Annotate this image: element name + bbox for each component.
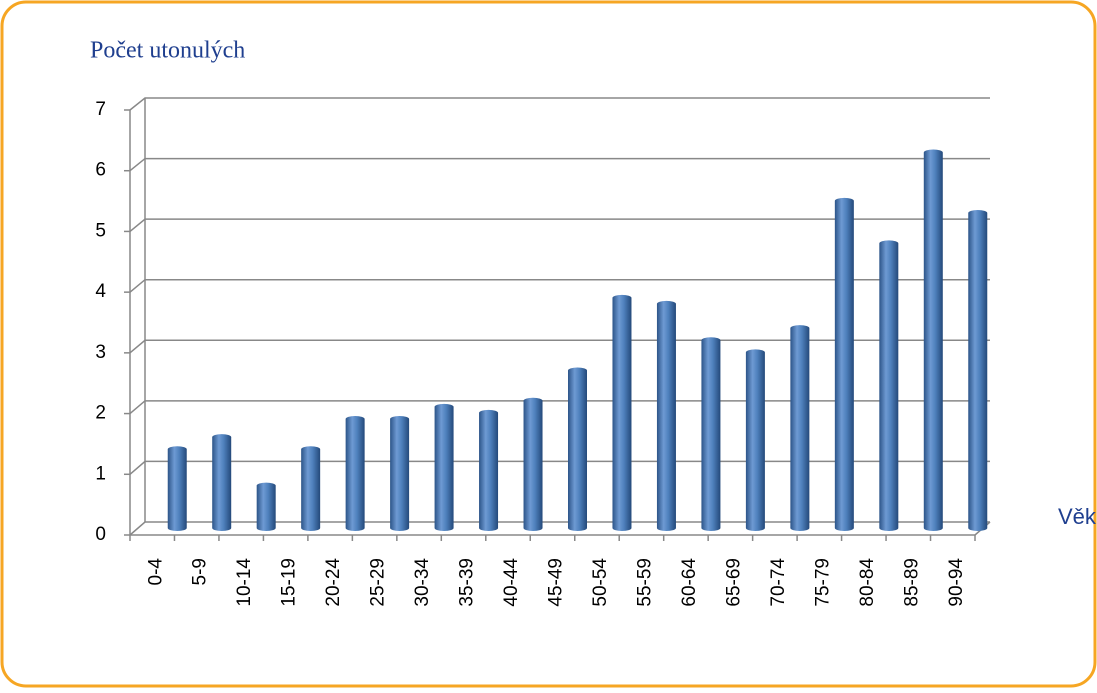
x-tick-label: 60-64	[679, 558, 700, 607]
bar	[790, 325, 810, 531]
y-tick-label: 3	[95, 342, 106, 363]
x-tick-label: 10-14	[234, 558, 255, 607]
x-tick-label: 55-59	[634, 558, 655, 607]
x-tick-label: 5-9	[190, 558, 211, 585]
y-tick-label: 1	[95, 463, 106, 484]
grid-line	[129, 157, 990, 172]
x-tick-label: 85-89	[901, 558, 922, 607]
bar	[968, 210, 988, 531]
bar	[301, 446, 321, 531]
x-axis-title: Věk	[1058, 504, 1097, 529]
bar	[390, 415, 410, 531]
y-tick-label: 5	[95, 220, 106, 241]
chart-title: Počet utonulých	[90, 38, 245, 64]
y-tick-label: 4	[95, 281, 106, 302]
bar	[434, 403, 454, 531]
x-tick-label: 45-49	[546, 558, 567, 607]
y-tick-label: 0	[95, 524, 106, 545]
bar	[523, 397, 543, 531]
x-tick-label: 40-44	[501, 558, 522, 607]
x-tick-label: 35-39	[457, 558, 478, 607]
bar	[568, 367, 587, 531]
x-tick-label: 65-69	[723, 558, 744, 607]
bar	[656, 300, 676, 531]
bar	[345, 415, 365, 531]
bar	[701, 337, 721, 531]
bar	[212, 434, 232, 531]
x-tick-label: 80-84	[857, 558, 878, 607]
x-tick-label: 90-94	[946, 558, 967, 607]
bar	[923, 149, 943, 531]
x-tick-label: 30-34	[412, 558, 433, 607]
x-tick-label: 75-79	[812, 558, 833, 607]
bar	[167, 446, 187, 531]
bar	[745, 349, 765, 531]
grid-line	[129, 97, 990, 111]
grid-line	[129, 278, 990, 293]
bar	[612, 294, 632, 531]
x-tick-label: 15-19	[279, 558, 300, 607]
y-tick-label: 7	[95, 99, 106, 120]
x-tick-label: 70-74	[768, 558, 789, 607]
y-tick-label: 2	[95, 403, 106, 424]
x-tick-label: 20-24	[323, 558, 344, 607]
y-tick-label: 6	[95, 160, 106, 181]
bar	[879, 240, 899, 531]
bar	[256, 482, 276, 531]
grid-line	[129, 218, 990, 233]
bar	[479, 409, 499, 531]
x-tick-label: 50-54	[590, 558, 611, 607]
x-tick-label: 25-29	[368, 558, 389, 607]
x-tick-label: 0-4	[145, 558, 166, 586]
bar	[834, 197, 854, 531]
